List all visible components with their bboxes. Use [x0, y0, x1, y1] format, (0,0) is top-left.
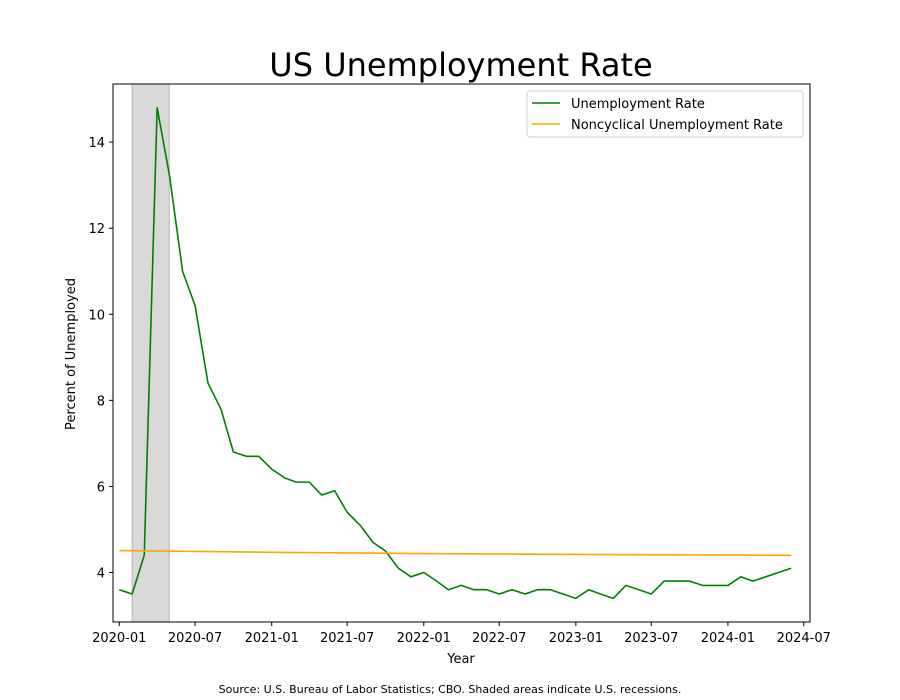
- x-tick-label: 2022-01: [397, 631, 451, 646]
- x-tick-label: 2024-01: [701, 631, 755, 646]
- source-note: Source: U.S. Bureau of Labor Statistics;…: [218, 683, 682, 696]
- x-tick-label: 2024-07: [777, 631, 831, 646]
- plot-frame: [112, 83, 811, 623]
- y-tick-label: 8: [97, 394, 105, 409]
- legend-label: Noncyclical Unemployment Rate: [571, 118, 783, 133]
- x-tick-label: 2020-01: [92, 631, 146, 646]
- plot-area: 2020-01 2020-07 2021-01 2021-07 2022-01 2022-…: [88, 83, 831, 646]
- y-tick-label: 4: [97, 567, 105, 582]
- x-tick-label: 2020-07: [168, 631, 222, 646]
- x-tick-label: 2022-07: [472, 631, 526, 646]
- x-tick-label: 2023-01: [549, 631, 603, 646]
- chart-title: US Unemployment Rate: [269, 46, 652, 84]
- y-tick-label: 10: [88, 308, 105, 323]
- y-axis-label: Percent of Unemployed: [64, 278, 79, 430]
- legend-label: Unemployment Rate: [571, 97, 705, 112]
- y-tick-label: 14: [88, 136, 105, 151]
- x-tick-label: 2023-07: [624, 631, 678, 646]
- series-line-unemployment-rate: [118, 106, 792, 600]
- series-line-noncyclical-unemployment-rate: [119, 549, 792, 557]
- y-tick-label: 6: [97, 480, 105, 495]
- x-tick-label: 2021-01: [245, 631, 299, 646]
- legend-box: [526, 90, 804, 138]
- x-axis-label: Year: [446, 652, 475, 667]
- x-tick-label: 2021-07: [320, 631, 374, 646]
- y-tick-label: 12: [88, 222, 105, 237]
